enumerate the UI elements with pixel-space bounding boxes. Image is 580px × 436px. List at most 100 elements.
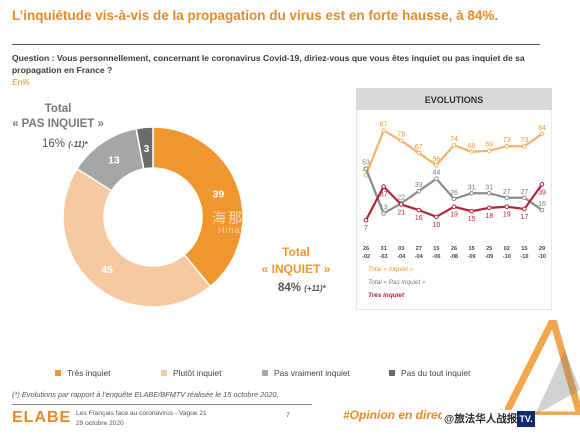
watermark-text: @旅法华人战报 xyxy=(442,410,520,427)
footer-subtitle: Les Français face au coronavirus - Vague… xyxy=(76,410,207,417)
inquiet-label-1: Total xyxy=(282,245,310,259)
evolutions-point xyxy=(539,131,545,137)
evolutions-point-label: 31 xyxy=(468,184,476,191)
donut-slice-label: 3 xyxy=(144,143,150,155)
evolutions-tick-label: -02 xyxy=(362,254,370,260)
evolutions-point-label: 15 xyxy=(468,216,476,223)
evolutions-point xyxy=(451,142,457,148)
donut-slice-label: 39 xyxy=(213,188,225,200)
evolutions-point xyxy=(451,204,457,210)
evolutions-point-label: 69 xyxy=(485,142,493,149)
decorative-triangle-icon xyxy=(505,320,580,415)
evolutions-tick-label: 27 xyxy=(416,246,422,252)
legend-swatch xyxy=(389,370,395,376)
evolutions-tick-label: 15 xyxy=(521,246,527,252)
evolutions-tick-label: -10 xyxy=(503,254,511,260)
pas-inquiet-change: (-11)* xyxy=(68,140,88,149)
evolutions-tick-label: 29 xyxy=(539,246,545,252)
donut-slice xyxy=(152,126,244,288)
evolutions-point-label: 10 xyxy=(433,222,441,229)
evolutions-point-label: 73 xyxy=(503,137,511,144)
page-number: 7 xyxy=(286,412,290,419)
evolutions-point xyxy=(434,214,439,220)
donut-slice xyxy=(62,167,212,308)
evolutions-tick-label: 25 xyxy=(486,246,492,252)
evolutions-point-label: 7 xyxy=(364,225,368,232)
evolutions-point-label: 37 xyxy=(380,192,388,199)
evolutions-point xyxy=(469,190,474,196)
donut-chart: 39 45 13 3 xyxy=(62,126,244,308)
evolutions-point xyxy=(486,148,492,154)
evolutions-point xyxy=(504,204,510,210)
legend-label: Pas du tout inquiet xyxy=(401,368,471,378)
evolutions-point-label: 87 xyxy=(380,122,388,129)
evolutions-point xyxy=(363,166,369,171)
donut-legend: Très inquiet Plutôt inquiet Pas vraiment… xyxy=(0,368,580,382)
evolutions-tick-label: 26 xyxy=(363,246,369,252)
evolutions-point-label: 73 xyxy=(521,137,529,144)
watermark-center: 海那边 xyxy=(212,210,260,226)
inquiet-label-2: « INQUIET » xyxy=(261,262,331,276)
evolutions-point xyxy=(381,128,386,133)
evolutions-point-label: 27 xyxy=(503,189,511,196)
evolutions-point-label: 44 xyxy=(433,170,441,177)
legend-swatch xyxy=(262,370,268,376)
evolutions-point xyxy=(539,207,545,213)
evolutions-point xyxy=(539,182,545,187)
evolutions-point-label: 27 xyxy=(521,189,529,196)
evolutions-point xyxy=(398,138,404,143)
evolutions-tick-label: -10 xyxy=(538,254,546,260)
evolutions-point-label: 84 xyxy=(538,125,546,132)
evolutions-point xyxy=(363,217,369,223)
title-rule xyxy=(12,44,540,45)
evolutions-point-label: 68 xyxy=(468,143,476,150)
evolutions-point-label: 21 xyxy=(397,209,405,216)
evolutions-point xyxy=(469,208,474,214)
evolutions-point-label: 67 xyxy=(415,144,423,151)
footnote: (*) Evolutions par rapport à l’enquête E… xyxy=(12,390,279,399)
evolutions-legend-label: Total « Pas inquiet » xyxy=(368,279,426,286)
evolutions-point xyxy=(522,143,527,149)
evolutions-legend-label: Très inquiet xyxy=(368,292,405,299)
evolutions-point-label: 17 xyxy=(521,214,529,221)
unit-label: En% xyxy=(12,77,30,87)
evolutions-tick-label: -03 xyxy=(380,254,388,260)
evolutions-legend-label: Total « Inquiet » xyxy=(368,266,414,273)
evolutions-point xyxy=(504,195,510,201)
evolutions-point-label: 22 xyxy=(397,194,405,201)
footer-rule xyxy=(12,404,312,405)
legend-item-tres-inquiet: Très inquiet xyxy=(55,368,110,378)
watermark-center-latin: Hinahan xyxy=(218,225,259,235)
evolutions-title: EVOLUTIONS xyxy=(425,95,484,105)
evolutions-point xyxy=(522,206,527,212)
pas-inquiet-value: 16% xyxy=(42,138,66,150)
evolutions-point xyxy=(398,202,404,207)
evolutions-point xyxy=(469,149,474,155)
evolutions-tick-label: -04 xyxy=(397,254,406,260)
evolutions-point xyxy=(504,143,510,149)
page-title: L’inquiétude vis-à-vis de la propagation… xyxy=(12,8,499,23)
evolutions-point-label: 18 xyxy=(485,213,493,220)
evolutions-point xyxy=(434,162,439,168)
evolutions-tick-label: 02 xyxy=(504,246,510,252)
pas-inquiet-total: 16% (-11)* xyxy=(42,138,88,150)
evolutions-tick-label: -06 xyxy=(432,254,440,260)
evolutions-point-label: 13 xyxy=(380,204,388,211)
donut-slice-label: 45 xyxy=(101,264,113,276)
evolutions-point-label: 33 xyxy=(415,182,423,189)
donut-slice xyxy=(135,126,154,170)
evolutions-tick-label: 03 xyxy=(398,246,404,252)
survey-question: Question : Vous personnellement, concern… xyxy=(12,53,525,75)
evolutions-point-label: 26 xyxy=(450,190,458,197)
evolutions-tick-label: -09 xyxy=(485,254,493,260)
evolutions-point-label: 16 xyxy=(415,215,423,222)
evolutions-tick-label: 15 xyxy=(433,246,439,252)
evolutions-point-label: 39 xyxy=(538,189,546,196)
evolutions-point-label: 19 xyxy=(450,212,458,219)
pas-inquiet-label-2: « PAS INQUIET » xyxy=(12,118,104,130)
evolutions-tick-label: -04 xyxy=(415,254,424,260)
donut-slice-label: 13 xyxy=(108,155,120,167)
evolutions-point xyxy=(416,188,422,194)
legend-label: Pas vraiment inquiet xyxy=(274,368,350,378)
evolutions-chart: EVOLUTIONS478778675674686973738453132233… xyxy=(356,88,552,310)
